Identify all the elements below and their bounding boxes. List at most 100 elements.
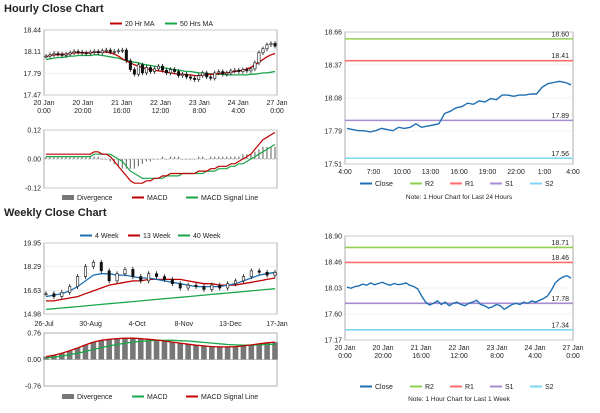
divergence-bar	[81, 156, 83, 159]
legend-label: 40 Week	[193, 233, 221, 240]
x-tick-label: 16:00	[113, 108, 131, 115]
x-tick-label: 27 Jan	[266, 100, 287, 107]
weekly-candle-body	[162, 276, 166, 280]
hourly-candle-body	[88, 51, 92, 54]
divergence-bar	[90, 342, 97, 360]
chart-note: Note: 1 Hour Chart for Last 24 Hours	[406, 194, 513, 201]
divergence-bar	[216, 346, 223, 360]
legend-label: R1	[465, 181, 474, 188]
weekly-candle-body	[52, 293, 56, 297]
y-tick-label: 17.47	[23, 93, 41, 100]
divergence-bar	[218, 156, 220, 159]
x-tick-label: 22:00	[507, 169, 525, 176]
x-tick-label: 8:00	[490, 353, 504, 360]
x-tick-label: 4:00	[338, 169, 352, 176]
hourly-candle-body	[221, 71, 225, 75]
macd-signal-line	[46, 143, 276, 179]
hourly-candle-body	[209, 76, 213, 79]
legend-label: 13 Week	[143, 233, 171, 240]
divergence-bar	[262, 146, 264, 159]
x-tick-label: 24 Jan	[524, 345, 545, 352]
divergence-bar	[190, 159, 192, 160]
divergence-bar	[122, 338, 128, 360]
hourly-candle-body	[84, 52, 88, 55]
hourly-candle-body	[245, 69, 249, 72]
weekly-candle-body	[178, 283, 182, 289]
weekly-candle-body	[99, 261, 103, 272]
divergence-bar	[169, 342, 176, 360]
divergence-bar	[53, 156, 55, 159]
hourly-candle-body	[96, 51, 100, 54]
level-value-label: 17.34	[551, 322, 569, 329]
divergence-bar	[57, 156, 59, 159]
y-tick-label: 18.44	[23, 28, 41, 35]
divergence-bar	[240, 345, 247, 360]
y-tick-label: 0.00	[27, 157, 41, 164]
y-tick-label: 14.98	[23, 312, 41, 319]
hourly-candle-body	[76, 51, 80, 53]
x-tick-label: 4:00	[231, 108, 245, 115]
chart-note: Note: 1 Hour Chart for Last 1 Week	[408, 396, 511, 403]
hourly-candle-body	[177, 71, 181, 76]
y-tick-label: -0.76	[25, 384, 41, 391]
divergence-bar	[242, 154, 244, 159]
divergence-bar	[77, 156, 79, 159]
x-tick-label: 26-Jul	[34, 321, 54, 328]
hourly-candle-body	[112, 51, 116, 53]
x-tick-label: 8-Nov	[174, 321, 193, 328]
divergence-bar	[43, 356, 49, 360]
hourly-candle-body	[189, 76, 193, 79]
divergence-bar	[114, 338, 120, 360]
hourly-section-title: Hourly Close Chart	[4, 3, 104, 15]
weekly-candle-body	[155, 273, 159, 277]
divergence-bar	[85, 156, 87, 159]
x-tick-label: 20 Jan	[372, 345, 393, 352]
hourly-candle-body	[213, 72, 217, 79]
divergence-bar	[210, 156, 212, 159]
divergence-bar	[101, 159, 103, 160]
legend-label: MACD Signal Line	[201, 195, 258, 202]
legend-swatch	[62, 195, 74, 200]
x-tick-label: 0:00	[566, 353, 580, 360]
divergence-bar	[186, 159, 188, 160]
hourly-candle-body	[52, 53, 56, 56]
legend-label: R2	[425, 384, 434, 391]
divergence-bar	[93, 156, 95, 159]
divergence-bar	[121, 159, 123, 169]
divergence-bar	[61, 156, 63, 159]
divergence-bar	[117, 159, 119, 167]
x-tick-label: 0:00	[37, 108, 51, 115]
divergence-bar	[185, 344, 191, 360]
weekly-candle-body	[170, 279, 174, 285]
y-tick-label: 18.37	[324, 63, 342, 70]
divergence-bar	[256, 343, 263, 360]
legend-label: 4 Week	[95, 233, 119, 240]
hourly-candle-body	[140, 64, 144, 74]
weekly-candle-body	[249, 270, 253, 277]
y-tick-label: 19.95	[23, 241, 41, 248]
y-tick-label: 16.63	[23, 288, 41, 295]
x-tick-label: 4-Oct	[129, 321, 146, 328]
ma20-line	[45, 51, 276, 77]
divergence-bar	[141, 159, 144, 164]
x-tick-label: 20:00	[374, 353, 392, 360]
x-tick-label: 27 Jan	[562, 345, 583, 352]
divergence-bar	[153, 339, 160, 360]
x-tick-label: 20 Jan	[33, 100, 54, 107]
weekly-candle-body	[139, 276, 143, 282]
hourly-candle-body	[108, 49, 112, 53]
hourly-candle-body	[181, 73, 185, 76]
divergence-bar	[109, 159, 111, 162]
divergence-bar	[149, 159, 152, 162]
divergence-bar	[161, 156, 164, 159]
hourly-candle-body	[116, 50, 120, 53]
legend-label: MACD Signal Line	[201, 394, 258, 401]
macd-line	[45, 337, 276, 358]
weekly-candle-body	[76, 276, 80, 287]
x-tick-label: 7:00	[367, 169, 381, 176]
hourly-candle-body	[68, 52, 72, 55]
divergence-bar	[198, 156, 200, 159]
y-tick-label: 17.51	[324, 162, 342, 169]
y-tick-label: -0.12	[25, 186, 41, 193]
divergence-bar	[177, 343, 184, 360]
